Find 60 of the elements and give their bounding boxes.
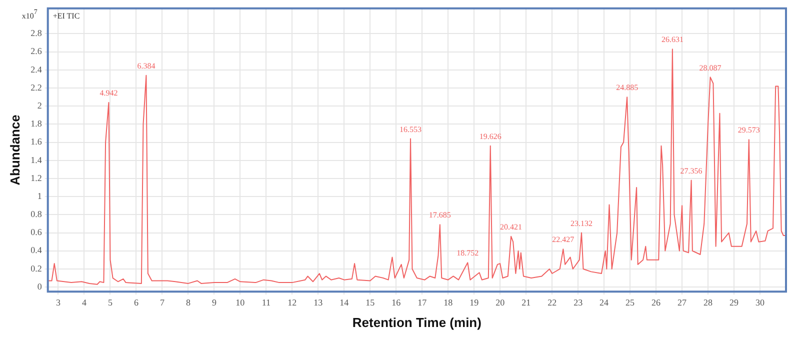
x-tick-label: 8 (186, 297, 191, 308)
x-tick-label: 30 (756, 297, 766, 308)
y-tick-label: 1.4 (30, 154, 42, 165)
x-tick-label: 21 (522, 297, 531, 308)
x-tick-label: 17 (418, 297, 428, 308)
x-tick-label: 25 (626, 297, 636, 308)
x-tick-label: 9 (212, 297, 217, 308)
annotation: 26.631 (661, 35, 684, 44)
annotation: 19.626 (479, 132, 502, 142)
y-tick-label: 1.8 (30, 118, 42, 129)
x-tick-label: 5 (108, 297, 113, 308)
annotation: 20.421 (500, 222, 522, 232)
x-tick-label: 26 (652, 297, 662, 308)
x-tick-label: 20 (496, 297, 506, 308)
y-tick-label: 1 (37, 190, 42, 201)
x-tick-label: 7 (160, 297, 165, 308)
annotation: 29.573 (738, 126, 760, 135)
x-tick-label: 11 (262, 297, 271, 308)
x-tick-label: 19 (470, 297, 480, 308)
annotation: 23.132 (570, 218, 592, 228)
y-axis-title: Abundance (7, 114, 22, 186)
x-tick-label: 16 (392, 297, 402, 308)
annotation: 6.384 (137, 61, 156, 70)
y-tick-label: 0.8 (30, 209, 42, 220)
annotation: 28.087 (699, 63, 722, 72)
y-tick-label: 0.2 (30, 263, 42, 274)
x-tick-label: 3 (56, 297, 61, 308)
x-tick-label: 13 (314, 297, 324, 308)
annotation: +EI TIC (52, 11, 80, 20)
x-tick-label: 10 (236, 297, 246, 308)
x-tick-label: 27 (678, 297, 688, 308)
x-tick-label: 14 (340, 297, 350, 308)
annotation: 27.356 (680, 166, 702, 176)
annotation: 22.427 (552, 235, 574, 244)
x-tick-label: 4 (82, 297, 87, 308)
annotation: 4.942 (100, 88, 118, 98)
annotation: 18.752 (456, 248, 479, 258)
x-tick-label: 23 (574, 297, 584, 308)
y-tick-label: 0.6 (30, 227, 42, 238)
y-tick-label: 2.2 (30, 82, 42, 92)
y-tick-label: 2.8 (30, 28, 42, 38)
y-tick-label: 1.2 (30, 172, 42, 183)
y-tick-label: 2 (37, 100, 42, 110)
y-tick-label: 1.6 (30, 136, 42, 147)
annotation: 16.553 (400, 124, 422, 134)
x-tick-label: 15 (366, 297, 376, 308)
x-tick-label: 12 (288, 297, 297, 308)
x-tick-label: 29 (730, 297, 740, 308)
y-tick-label: 0 (37, 281, 42, 292)
x-tick-label: 22 (548, 297, 557, 308)
x-axis-title: Retention Time (min) (352, 314, 482, 330)
x-tick-label: 28 (704, 297, 714, 308)
y-tick-label: 2.4 (30, 64, 42, 74)
x-tick-label: 18 (444, 297, 454, 308)
annotation: 24.885 (616, 83, 638, 92)
x-tick-label: 24 (600, 297, 610, 308)
annotation: 17.685 (428, 210, 451, 220)
y-tick-label: 2.6 (30, 46, 42, 56)
x-tick-label: 6 (134, 297, 139, 308)
y-tick-label: 0.4 (30, 245, 42, 256)
